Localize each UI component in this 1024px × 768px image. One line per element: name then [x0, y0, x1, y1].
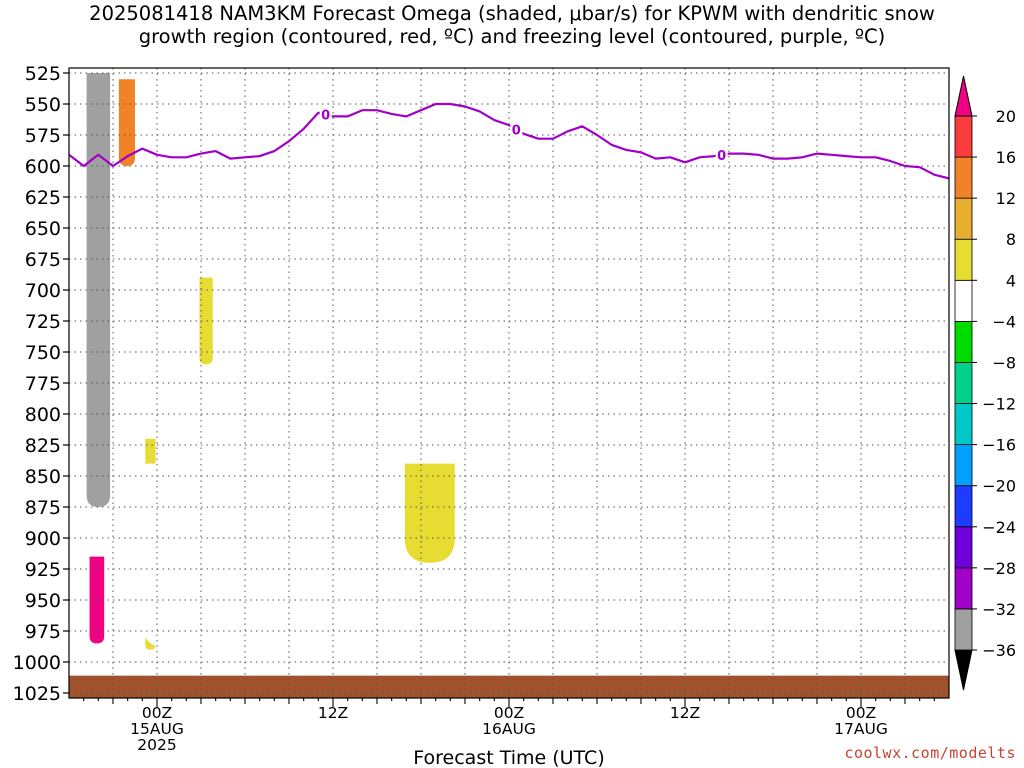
colorbar-label: −32: [982, 600, 1016, 619]
colorbar-segment: [954, 279, 973, 322]
y-tick-label: 625: [25, 187, 61, 209]
colorbar-segment: [954, 608, 973, 651]
x-tick-label: 15AUG: [130, 720, 184, 738]
y-tick-label: 925: [25, 559, 61, 581]
x-tick-label: 17AUG: [834, 720, 888, 738]
y-tick-label: 1000: [13, 652, 61, 674]
title-line-2: growth region (contoured, red, ºC) and f…: [138, 25, 886, 48]
omega-shading: [86, 73, 460, 662]
colorbar-segment: [954, 526, 973, 569]
y-tick-label: 975: [25, 621, 61, 643]
colorbar-segment: [954, 403, 973, 446]
omega-region-2: [118, 79, 135, 166]
colorbar-label: 8: [1006, 230, 1016, 249]
colorbar-segment: [954, 238, 973, 281]
colorbar-segment: [954, 75, 973, 117]
y-tick-label: 775: [25, 373, 61, 395]
y-tick-label: 875: [25, 497, 61, 519]
y-tick-label: 525: [25, 63, 61, 85]
freezing-label-bg: [715, 146, 728, 163]
omega-region-8: [432, 562, 460, 662]
ground-layer: [69, 675, 949, 698]
watermark: coolwx.com/modelts: [844, 744, 1016, 762]
ground-fill: [69, 675, 949, 698]
x-tick-label: 2025: [137, 736, 176, 754]
y-tick-label: 725: [25, 311, 61, 333]
y-tick-label: 700: [25, 280, 61, 302]
y-tick-label: 850: [25, 466, 61, 488]
colorbar-segment: [954, 156, 973, 199]
colorbar-segment: [954, 567, 973, 610]
colorbar-label: −20: [982, 477, 1016, 496]
omega-region-0: [86, 73, 111, 507]
freezing-label-bg: [510, 121, 523, 138]
colorbar-label: −12: [982, 395, 1016, 414]
colorbar-segment: [954, 320, 973, 363]
freezing-level-label: 0: [717, 149, 726, 164]
y-tick-label: 600: [25, 156, 61, 178]
x-tick-label: 00Z: [846, 704, 876, 722]
x-axis-title: Forecast Time (UTC): [413, 747, 604, 768]
colorbar-segment: [954, 362, 973, 404]
colorbar-label: −8: [992, 353, 1016, 372]
colorbar-label: −28: [982, 559, 1016, 578]
colorbar-legend: −36 −32 −28 −24 −20 −16 −12 −8 −4 4 8 12 16 20: [954, 75, 1016, 691]
colorbar-label: −4: [992, 312, 1016, 331]
colorbar-label: −24: [982, 518, 1016, 537]
freezing-level-label: 0: [512, 123, 521, 138]
colorbar-label: 20: [996, 107, 1016, 126]
colorbar-segment: [954, 649, 973, 691]
omega-region-4: [139, 463, 209, 650]
y-tick-label: 800: [25, 404, 61, 426]
y-tick-label: 675: [25, 249, 61, 271]
chart-title: 2025081418 NAM3KM Forecast Omega (shaded…: [0, 2, 1024, 48]
freezing-level-line: [69, 102, 949, 180]
y-tick-label: 900: [25, 528, 61, 550]
colorbar-label: −16: [982, 436, 1016, 455]
colorbar-segment: [954, 197, 973, 240]
freezing-label-bg: [319, 106, 332, 123]
x-tick-label: 12Z: [318, 704, 348, 722]
colorbar-segment: [954, 444, 973, 487]
y-tick-label: 750: [25, 342, 61, 364]
colorbar-label: 4: [1006, 271, 1016, 290]
colorbar-segment: [954, 485, 973, 528]
x-tick-label: 00Z: [494, 704, 524, 722]
colorbar-label: 16: [996, 148, 1016, 167]
freezing-level-label: 0: [321, 109, 330, 124]
y-tick-label: 1025: [13, 683, 61, 705]
freezing-level-contour: 0 0 0: [69, 102, 949, 180]
y-tick-label: 650: [25, 218, 61, 240]
y-axis: 525 550 575 600 625 650 675 700 725 750 775 800 825 8…: [13, 63, 69, 705]
grid-lines: [69, 68, 949, 698]
x-tick-label: 12Z: [670, 704, 700, 722]
colorbar-label: 12: [996, 189, 1016, 208]
y-tick-label: 575: [25, 125, 61, 147]
omega-region-7: [404, 463, 455, 563]
x-tick-label: 16AUG: [482, 720, 536, 738]
colorbar-segment: [954, 115, 973, 158]
y-tick-label: 550: [25, 94, 61, 116]
omega-region-5: [199, 277, 213, 365]
colorbar-label: −36: [982, 641, 1016, 660]
y-tick-label: 950: [25, 590, 61, 612]
title-line-1: 2025081418 NAM3KM Forecast Omega (shaded…: [89, 2, 935, 25]
y-tick-label: 825: [25, 435, 61, 457]
x-tick-label: 00Z: [142, 704, 172, 722]
